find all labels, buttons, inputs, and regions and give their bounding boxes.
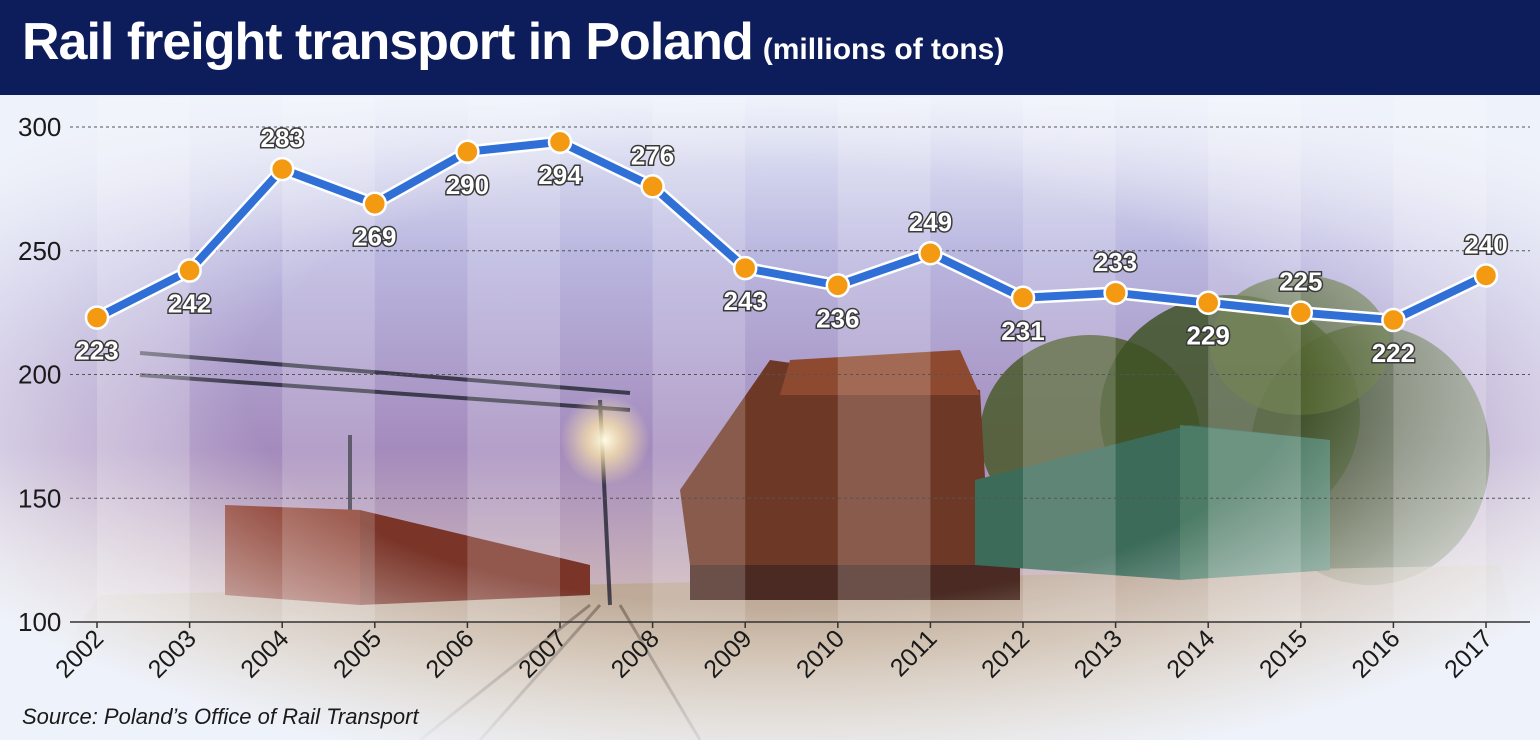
data-point-marker xyxy=(362,191,388,216)
data-point-marker xyxy=(1195,290,1221,315)
chart-title-line: Rail freight transport in Poland (million… xyxy=(22,12,1004,72)
data-point-marker xyxy=(1381,307,1406,333)
data-point-marker xyxy=(825,273,851,298)
x-tick-label: 2006 xyxy=(421,624,480,683)
data-label: 222 xyxy=(1372,338,1415,368)
y-tick-label: 100 xyxy=(18,607,61,637)
data-label: 240 xyxy=(1464,230,1507,260)
column-stripe xyxy=(652,97,746,622)
column-stripes xyxy=(97,97,1486,622)
data-point-marker xyxy=(84,305,110,330)
chart-subtitle: (millions of tons) xyxy=(762,33,1005,66)
x-tick-label: 2010 xyxy=(791,624,850,683)
data-point-marker xyxy=(1103,280,1128,306)
column-stripe xyxy=(97,97,190,622)
x-tick-label: 2008 xyxy=(606,624,665,683)
y-tick-label: 150 xyxy=(18,483,61,513)
freight-train-background-photo xyxy=(0,95,1540,740)
y-tick-label: 250 xyxy=(18,236,61,266)
data-labels: 223 242 283 269 290 294 276 243 236 249 231 233 229 2… xyxy=(74,122,1509,370)
data-label: 294 xyxy=(538,160,582,190)
data-label: 236 xyxy=(816,303,859,333)
chart-title: Rail freight transport in Poland xyxy=(22,13,754,71)
y-axis-tick-labels: 100 150 200 250 300 xyxy=(18,112,61,637)
x-tick-label: 2005 xyxy=(328,624,387,683)
data-point-marker xyxy=(732,255,758,281)
data-label: 243 xyxy=(724,286,767,316)
x-tick-label: 2011 xyxy=(885,624,943,682)
series-freight-volume xyxy=(84,129,1499,333)
source-note: Source: Poland’s Office of Rail Transpor… xyxy=(22,704,419,729)
data-point-marker xyxy=(640,174,665,199)
x-tick-label: 2004 xyxy=(235,624,294,683)
x-tick-label: 2012 xyxy=(976,624,1035,683)
data-label: 290 xyxy=(446,170,489,200)
data-label: 242 xyxy=(168,289,211,319)
data-point-marker xyxy=(455,139,480,164)
x-tick-label: 2014 xyxy=(1161,624,1220,683)
gridlines xyxy=(70,126,1530,623)
data-label: 283 xyxy=(261,123,304,153)
data-label: 229 xyxy=(1187,321,1230,351)
column-stripe xyxy=(467,97,560,622)
x-tick-label: 2016 xyxy=(1347,624,1406,683)
data-label: 249 xyxy=(909,207,952,237)
data-label: 223 xyxy=(75,336,118,366)
column-stripe xyxy=(837,97,931,622)
data-label: 231 xyxy=(1001,316,1044,346)
data-point-marker xyxy=(1288,300,1314,325)
column-stripe xyxy=(1023,97,1116,622)
data-point-marker xyxy=(1010,285,1036,311)
y-tick-label: 300 xyxy=(18,112,61,142)
background-illustration xyxy=(0,95,1540,740)
column-stripe xyxy=(1393,97,1486,622)
x-tick-label: 2013 xyxy=(1069,624,1128,683)
data-point-marker xyxy=(1473,263,1499,288)
data-point-marker xyxy=(269,156,295,182)
data-label: 233 xyxy=(1094,247,1137,277)
x-tick-label: 2009 xyxy=(698,624,757,683)
y-tick-label: 200 xyxy=(18,360,61,390)
title-bar: Rail freight transport in Poland (million… xyxy=(0,0,1540,95)
data-point-marker xyxy=(918,240,943,266)
x-tick-label: 2007 xyxy=(513,624,572,683)
column-stripe xyxy=(1208,97,1301,622)
data-point-marker xyxy=(547,129,573,155)
data-label: 276 xyxy=(631,140,674,170)
x-axis-tick-labels: 2002 2003 2004 2005 2006 2007 2008 2009 2010 2011… xyxy=(50,622,1498,684)
x-tick-label: 2015 xyxy=(1254,624,1313,683)
x-tick-label: 2017 xyxy=(1439,624,1498,683)
data-label: 225 xyxy=(1279,267,1322,297)
x-tick-label: 2003 xyxy=(143,624,202,683)
data-label: 269 xyxy=(353,222,396,252)
series-line xyxy=(95,137,1488,325)
data-point-marker xyxy=(177,258,202,283)
